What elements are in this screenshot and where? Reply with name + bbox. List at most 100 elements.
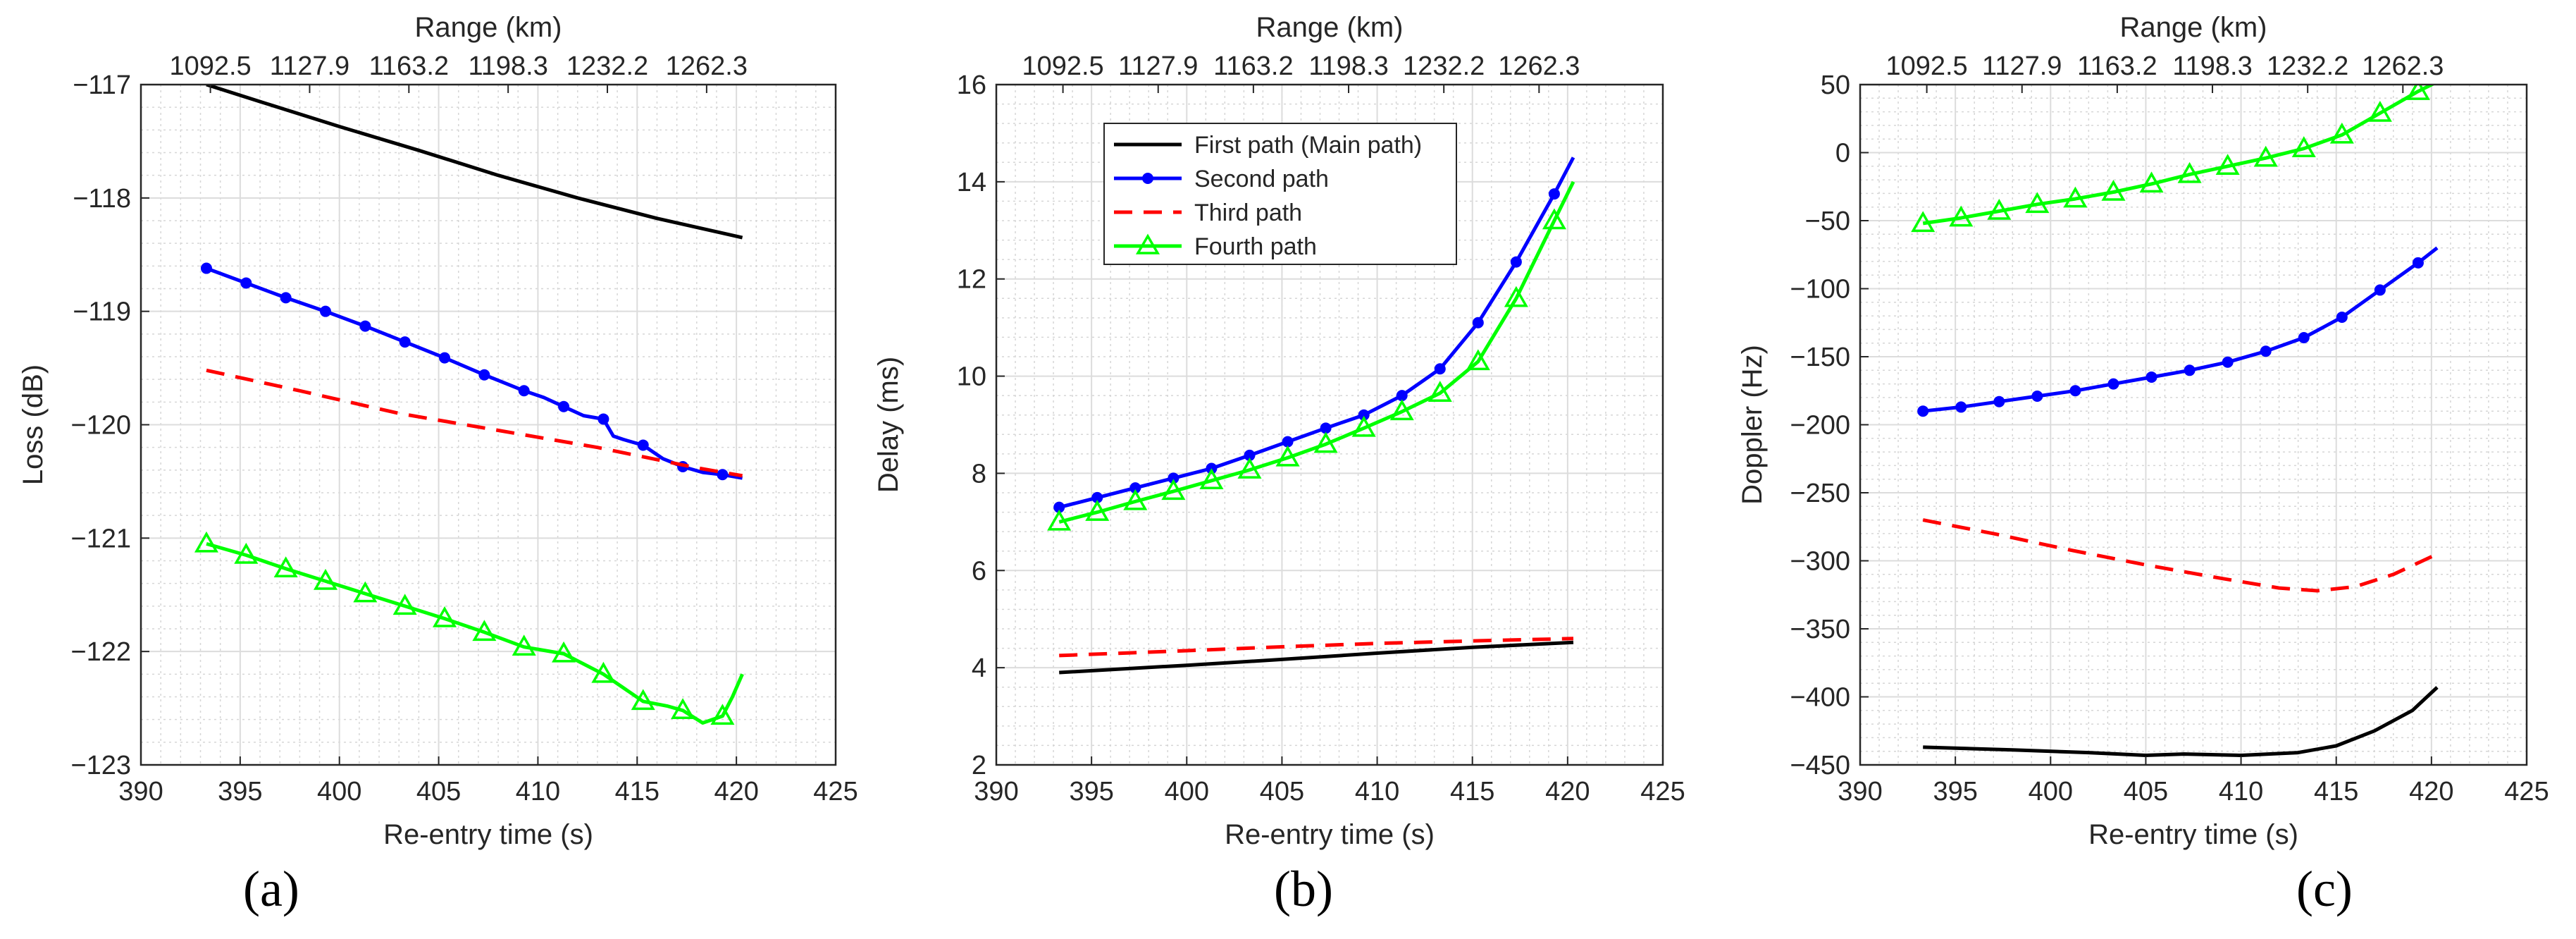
marker-fourth-path (433, 606, 457, 627)
top-tick-label: 1163.2 (2077, 51, 2157, 81)
x-tick-label: 420 (1545, 777, 1590, 806)
series-line-third-path (1922, 518, 2439, 593)
top-tick-label: 1127.9 (270, 51, 349, 81)
y-tick-label: −123 (70, 751, 131, 780)
series-line-fourth-path (206, 541, 744, 725)
marker-fourth-path (1161, 479, 1186, 501)
y-tick-label: 16 (957, 70, 986, 100)
marker-fourth-path (2291, 136, 2316, 157)
marker-second-path (1472, 317, 1484, 329)
x-tick-label: 405 (2124, 777, 2168, 806)
y-axis-label: Doppler (Hz) (1737, 345, 1768, 505)
marker-second-path (1358, 409, 1370, 421)
legend-label-third-path: Third path (1194, 200, 1302, 226)
series-group (1911, 85, 2439, 757)
x-tick-label: 410 (2219, 777, 2263, 806)
marker-second-path (439, 352, 451, 364)
panel-label-b: (b) (1274, 861, 1333, 917)
legend-marker-second-path (1142, 173, 1153, 184)
x-axis-label: Re-entry time (s) (1225, 819, 1435, 850)
y-tick-label: −400 (1790, 683, 1850, 713)
legend-box (1103, 123, 1457, 265)
x-tick-label: 425 (1640, 777, 1685, 806)
x-axis-label: Re-entry time (s) (383, 819, 593, 850)
marker-second-path (280, 292, 292, 304)
marker-second-path (2031, 390, 2043, 402)
top-axis-label: Range (km) (415, 12, 562, 43)
marker-second-path (1053, 501, 1065, 513)
marker-fourth-path (1237, 458, 1262, 479)
x-tick-label: 405 (416, 777, 461, 806)
y-tick-label: −450 (1790, 751, 1850, 780)
y-tick-label: −300 (1790, 547, 1850, 577)
marker-second-path (1993, 395, 2005, 407)
marker-second-path (1510, 256, 1522, 268)
y-tick-label: 12 (957, 265, 986, 295)
marker-fourth-path (1351, 415, 1376, 437)
top-tick-label: 1262.3 (2362, 51, 2444, 81)
marker-fourth-path (2405, 85, 2430, 100)
y-tick-label: −121 (70, 524, 131, 553)
series-group (194, 85, 744, 725)
panel-label-a: (a) (243, 861, 299, 917)
marker-second-path (1917, 405, 1929, 417)
marker-fourth-path (2329, 122, 2354, 144)
series-line-third-path (1059, 637, 1574, 658)
top-tick-label: 1127.9 (1982, 51, 2062, 81)
marker-fourth-path (273, 556, 298, 578)
series-line-first-path (206, 85, 743, 240)
y-tick-label: −50 (1805, 207, 1850, 236)
marker-second-path (1434, 363, 1446, 375)
x-tick-label: 395 (1933, 777, 1977, 806)
marker-fourth-path (1911, 211, 1936, 233)
marker-second-path (558, 400, 570, 412)
x-tick-label: 390 (1838, 777, 1882, 806)
y-tick-label: 6 (972, 556, 986, 586)
marker-fourth-path (512, 634, 536, 656)
marker-second-path (1091, 491, 1103, 503)
top-tick-label: 1232.2 (2267, 51, 2348, 81)
marker-fourth-path (2063, 186, 2088, 208)
x-axis-label: Re-entry time (s) (2088, 819, 2298, 850)
marker-second-path (478, 369, 490, 381)
chart-panel-2: 390 395 400 405 410 415 420 425 2 4 6 8 10 12 14 16 1092… (873, 12, 1685, 850)
chart-panel-3: 390 395 400 405 410 415 420 425 −450 −400 −350 −300… (1737, 12, 2549, 850)
marker-fourth-path (591, 661, 616, 683)
x-tick-label: 410 (1355, 777, 1399, 806)
marker-fourth-path (631, 689, 655, 711)
marker-second-path (1168, 472, 1179, 484)
top-axis-label: Range (km) (1256, 12, 1404, 43)
axes-box (995, 83, 1664, 766)
marker-second-path (399, 336, 411, 348)
y-tick-label: −100 (1790, 275, 1850, 305)
y-tick-label: 14 (957, 168, 986, 197)
y-tick-label: −250 (1790, 479, 1850, 508)
legend-label-second-path: Second path (1194, 166, 1329, 192)
marker-second-path (2184, 364, 2196, 376)
series-line-third-path (206, 368, 743, 478)
top-tick-label: 1262.3 (666, 51, 748, 81)
marker-second-path (1548, 188, 1560, 200)
top-axis-label: Range (km) (2120, 12, 2267, 43)
marker-second-path (1129, 482, 1141, 494)
panel-label-c: (c) (2296, 861, 2353, 917)
top-tick-label: 1163.2 (369, 51, 449, 81)
x-tick-label: 410 (516, 777, 560, 806)
y-tick-label: 10 (957, 362, 986, 392)
marker-second-path (1244, 449, 1256, 461)
marker-second-path (2412, 257, 2424, 269)
marker-fourth-path (353, 581, 378, 603)
series-line-first-path (1059, 640, 1574, 675)
x-tick-label: 415 (615, 777, 660, 806)
top-tick-label: 1262.3 (1498, 51, 1580, 81)
marker-second-path (1320, 422, 1332, 434)
top-tick-label: 1232.2 (566, 51, 648, 81)
marker-fourth-path (1275, 445, 1300, 467)
y-tick-label: −117 (73, 70, 131, 100)
series-group (1047, 156, 1575, 675)
marker-fourth-path (552, 641, 576, 663)
marker-fourth-path (2215, 154, 2240, 176)
marker-fourth-path (1123, 489, 1148, 510)
marker-second-path (2222, 356, 2234, 368)
marker-second-path (518, 385, 530, 397)
